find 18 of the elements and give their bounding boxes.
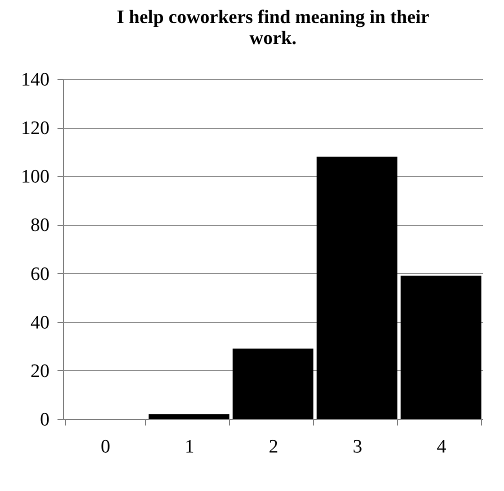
y-tick-label: 40 (30, 312, 50, 334)
y-tick-label: 80 (30, 215, 50, 236)
y-tick-label: 60 (30, 264, 50, 285)
y-tick-label: 20 (30, 360, 50, 382)
x-tick-label: 2 (268, 436, 278, 458)
bar (400, 276, 482, 419)
bar (316, 156, 398, 419)
y-tick-label: 120 (21, 118, 50, 140)
bar (148, 414, 230, 419)
chart-title: I help coworkers find meaning in their work. (116, 7, 430, 49)
x-tick-label: 0 (100, 436, 110, 458)
x-tick-label: 3 (352, 436, 362, 458)
x-tick-label: 4 (436, 436, 447, 458)
y-tick-label: 140 (21, 70, 50, 90)
y-tick-label: 100 (21, 166, 50, 188)
bar (232, 348, 314, 419)
x-tick-label: 1 (184, 436, 194, 458)
y-tick-label: 0 (40, 410, 50, 430)
